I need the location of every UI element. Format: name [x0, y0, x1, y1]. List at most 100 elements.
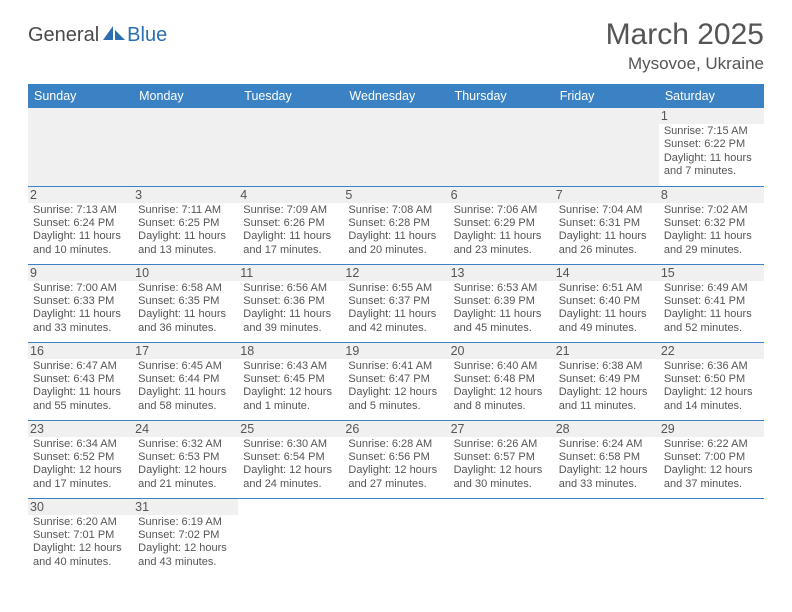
day-number: 22: [659, 343, 764, 359]
day-details: Sunrise: 7:00 AMSunset: 6:33 PMDaylight:…: [33, 282, 128, 336]
calendar-cell: 4Sunrise: 7:09 AMSunset: 6:26 PMDaylight…: [238, 186, 343, 264]
day-number: 9: [28, 265, 133, 281]
day-details: Sunrise: 7:06 AMSunset: 6:29 PMDaylight:…: [454, 204, 549, 258]
day-number: 21: [554, 343, 659, 359]
day-number: 7: [554, 187, 659, 203]
calendar-cell: [659, 498, 764, 576]
calendar-cell: [28, 108, 133, 186]
day-details: Sunrise: 7:13 AMSunset: 6:24 PMDaylight:…: [33, 204, 128, 258]
day-details: Sunrise: 6:30 AMSunset: 6:54 PMDaylight:…: [243, 438, 338, 492]
calendar-cell: 9Sunrise: 7:00 AMSunset: 6:33 PMDaylight…: [28, 264, 133, 342]
calendar-head: SundayMondayTuesdayWednesdayThursdayFrid…: [28, 84, 764, 108]
calendar-cell: 1Sunrise: 7:15 AMSunset: 6:22 PMDaylight…: [659, 108, 764, 186]
day-number: 29: [659, 421, 764, 437]
calendar-cell: 5Sunrise: 7:08 AMSunset: 6:28 PMDaylight…: [343, 186, 448, 264]
day-details: Sunrise: 6:19 AMSunset: 7:02 PMDaylight:…: [138, 516, 233, 570]
day-details: Sunrise: 6:56 AMSunset: 6:36 PMDaylight:…: [243, 282, 338, 336]
day-number: 19: [343, 343, 448, 359]
day-details: Sunrise: 7:02 AMSunset: 6:32 PMDaylight:…: [664, 204, 759, 258]
day-number: 30: [28, 499, 133, 515]
day-number: 17: [133, 343, 238, 359]
calendar-cell: [449, 498, 554, 576]
calendar-cell: [554, 498, 659, 576]
day-details: Sunrise: 7:15 AMSunset: 6:22 PMDaylight:…: [664, 125, 759, 179]
day-details: Sunrise: 6:20 AMSunset: 7:01 PMDaylight:…: [33, 516, 128, 570]
calendar-cell: 11Sunrise: 6:56 AMSunset: 6:36 PMDayligh…: [238, 264, 343, 342]
calendar-cell: 18Sunrise: 6:43 AMSunset: 6:45 PMDayligh…: [238, 342, 343, 420]
day-details: Sunrise: 6:26 AMSunset: 6:57 PMDaylight:…: [454, 438, 549, 492]
calendar-cell: 31Sunrise: 6:19 AMSunset: 7:02 PMDayligh…: [133, 498, 238, 576]
location-label: Mysovoe, Ukraine: [606, 54, 764, 74]
logo-sail-icon: [101, 24, 127, 47]
day-details: Sunrise: 6:32 AMSunset: 6:53 PMDaylight:…: [138, 438, 233, 492]
calendar-cell: 30Sunrise: 6:20 AMSunset: 7:01 PMDayligh…: [28, 498, 133, 576]
day-details: Sunrise: 7:08 AMSunset: 6:28 PMDaylight:…: [348, 204, 443, 258]
calendar-cell: 24Sunrise: 6:32 AMSunset: 6:53 PMDayligh…: [133, 420, 238, 498]
day-number: 4: [238, 187, 343, 203]
calendar-cell: 7Sunrise: 7:04 AMSunset: 6:31 PMDaylight…: [554, 186, 659, 264]
day-details: Sunrise: 6:34 AMSunset: 6:52 PMDaylight:…: [33, 438, 128, 492]
day-details: Sunrise: 7:04 AMSunset: 6:31 PMDaylight:…: [559, 204, 654, 258]
day-number: 28: [554, 421, 659, 437]
day-number: 20: [449, 343, 554, 359]
weekday-header: Saturday: [659, 84, 764, 108]
calendar-cell: 2Sunrise: 7:13 AMSunset: 6:24 PMDaylight…: [28, 186, 133, 264]
calendar-cell: 17Sunrise: 6:45 AMSunset: 6:44 PMDayligh…: [133, 342, 238, 420]
weekday-header: Sunday: [28, 84, 133, 108]
day-number: 26: [343, 421, 448, 437]
calendar-cell: [238, 498, 343, 576]
logo-text-blue: Blue: [127, 24, 167, 47]
day-details: Sunrise: 6:38 AMSunset: 6:49 PMDaylight:…: [559, 360, 654, 414]
day-details: Sunrise: 6:55 AMSunset: 6:37 PMDaylight:…: [348, 282, 443, 336]
calendar-cell: 20Sunrise: 6:40 AMSunset: 6:48 PMDayligh…: [449, 342, 554, 420]
day-details: Sunrise: 6:22 AMSunset: 7:00 PMDaylight:…: [664, 438, 759, 492]
day-number: 6: [449, 187, 554, 203]
weekday-header: Tuesday: [238, 84, 343, 108]
day-details: Sunrise: 7:11 AMSunset: 6:25 PMDaylight:…: [138, 204, 233, 258]
calendar-cell: 26Sunrise: 6:28 AMSunset: 6:56 PMDayligh…: [343, 420, 448, 498]
calendar-table: SundayMondayTuesdayWednesdayThursdayFrid…: [28, 84, 764, 576]
day-details: Sunrise: 6:45 AMSunset: 6:44 PMDaylight:…: [138, 360, 233, 414]
calendar-cell: 21Sunrise: 6:38 AMSunset: 6:49 PMDayligh…: [554, 342, 659, 420]
calendar-cell: 19Sunrise: 6:41 AMSunset: 6:47 PMDayligh…: [343, 342, 448, 420]
day-details: Sunrise: 6:36 AMSunset: 6:50 PMDaylight:…: [664, 360, 759, 414]
page-header: General Blue March 2025 Mysovoe, Ukraine: [28, 18, 764, 74]
day-details: Sunrise: 6:58 AMSunset: 6:35 PMDaylight:…: [138, 282, 233, 336]
day-details: Sunrise: 7:09 AMSunset: 6:26 PMDaylight:…: [243, 204, 338, 258]
day-number: 12: [343, 265, 448, 281]
calendar-cell: [554, 108, 659, 186]
weekday-header: Friday: [554, 84, 659, 108]
day-number: 8: [659, 187, 764, 203]
calendar-cell: 29Sunrise: 6:22 AMSunset: 7:00 PMDayligh…: [659, 420, 764, 498]
day-details: Sunrise: 6:47 AMSunset: 6:43 PMDaylight:…: [33, 360, 128, 414]
day-number: 5: [343, 187, 448, 203]
calendar-cell: 22Sunrise: 6:36 AMSunset: 6:50 PMDayligh…: [659, 342, 764, 420]
calendar-cell: 3Sunrise: 7:11 AMSunset: 6:25 PMDaylight…: [133, 186, 238, 264]
calendar-cell: 12Sunrise: 6:55 AMSunset: 6:37 PMDayligh…: [343, 264, 448, 342]
calendar-cell: 14Sunrise: 6:51 AMSunset: 6:40 PMDayligh…: [554, 264, 659, 342]
day-details: Sunrise: 6:49 AMSunset: 6:41 PMDaylight:…: [664, 282, 759, 336]
calendar-cell: 16Sunrise: 6:47 AMSunset: 6:43 PMDayligh…: [28, 342, 133, 420]
day-details: Sunrise: 6:41 AMSunset: 6:47 PMDaylight:…: [348, 360, 443, 414]
day-number: 15: [659, 265, 764, 281]
calendar-cell: [238, 108, 343, 186]
calendar-cell: [343, 498, 448, 576]
day-number: 24: [133, 421, 238, 437]
weekday-header: Wednesday: [343, 84, 448, 108]
day-details: Sunrise: 6:28 AMSunset: 6:56 PMDaylight:…: [348, 438, 443, 492]
calendar-cell: 10Sunrise: 6:58 AMSunset: 6:35 PMDayligh…: [133, 264, 238, 342]
logo-text-general: General: [28, 24, 99, 47]
month-title: March 2025: [606, 18, 764, 52]
calendar-cell: [449, 108, 554, 186]
day-number: 13: [449, 265, 554, 281]
day-number: 2: [28, 187, 133, 203]
day-details: Sunrise: 6:40 AMSunset: 6:48 PMDaylight:…: [454, 360, 549, 414]
calendar-cell: [133, 108, 238, 186]
day-number: 31: [133, 499, 238, 515]
logo: General Blue: [28, 24, 167, 47]
title-block: March 2025 Mysovoe, Ukraine: [606, 18, 764, 74]
day-details: Sunrise: 6:53 AMSunset: 6:39 PMDaylight:…: [454, 282, 549, 336]
weekday-header: Monday: [133, 84, 238, 108]
day-details: Sunrise: 6:43 AMSunset: 6:45 PMDaylight:…: [243, 360, 338, 414]
day-number: 18: [238, 343, 343, 359]
